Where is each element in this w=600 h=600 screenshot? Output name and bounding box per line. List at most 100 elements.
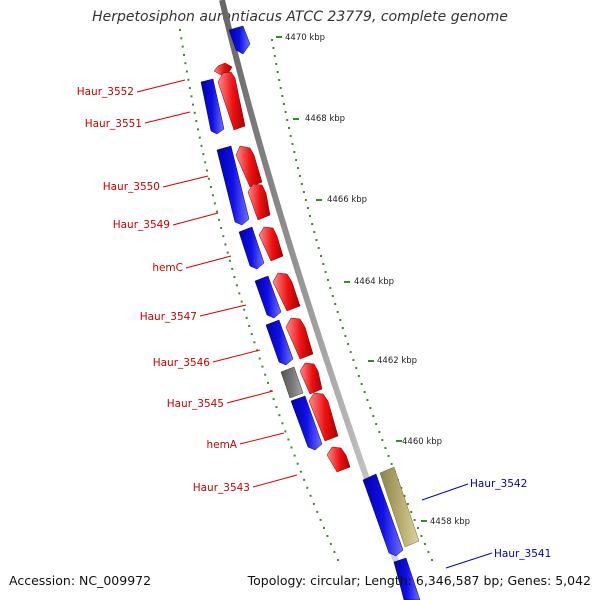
ruler-dot bbox=[366, 399, 369, 401]
ruler-tick-label: 4460 kbp bbox=[402, 437, 442, 447]
label-leader-lines bbox=[136, 79, 493, 569]
ruler-dot bbox=[363, 391, 366, 393]
cds-reverse[interactable] bbox=[238, 226, 265, 270]
ruler-dot bbox=[198, 136, 201, 139]
ruler-dot bbox=[188, 87, 191, 89]
ruler-tick: 4460 kbp bbox=[396, 437, 442, 447]
ruler-dot bbox=[427, 551, 430, 553]
ruler-dot bbox=[218, 218, 220, 221]
cds-reverse[interactable] bbox=[393, 557, 421, 600]
gene-label[interactable]: Haur_3546 bbox=[153, 357, 211, 369]
cds-reverse[interactable] bbox=[362, 473, 404, 557]
cds-reverse[interactable] bbox=[216, 145, 250, 226]
cds-reverse[interactable] bbox=[254, 275, 282, 319]
ruler-dot bbox=[193, 111, 196, 114]
ruler-dot bbox=[341, 327, 344, 329]
ruler-dot bbox=[273, 55, 276, 57]
cds-reverse[interactable] bbox=[200, 78, 225, 135]
ruler-dot bbox=[369, 407, 372, 409]
ruler-dot bbox=[243, 308, 246, 311]
cds-forward[interactable] bbox=[326, 446, 351, 473]
cds-reverse[interactable] bbox=[290, 395, 323, 451]
ruler-dot bbox=[352, 359, 355, 361]
ruler-dot bbox=[406, 503, 409, 505]
ruler-dot bbox=[300, 183, 303, 185]
gene-label[interactable]: Haur_3549 bbox=[113, 219, 170, 231]
cds-forward[interactable] bbox=[213, 62, 233, 76]
ruler-dot bbox=[207, 177, 210, 180]
ruler-dot bbox=[282, 103, 285, 105]
gene-label[interactable]: Haur_3541 bbox=[494, 548, 551, 560]
ruler-dot bbox=[349, 351, 352, 353]
ruler-dot bbox=[302, 191, 305, 193]
ruler-dot bbox=[269, 390, 272, 392]
ruler-dot bbox=[284, 111, 287, 113]
ruler-dot bbox=[336, 311, 339, 313]
ruler-dot bbox=[209, 186, 212, 188]
ruler-dot bbox=[417, 527, 419, 529]
ruler-dot bbox=[264, 373, 267, 376]
ruler-dot bbox=[357, 375, 360, 377]
ruler-dot bbox=[278, 414, 281, 417]
ruler-dot bbox=[293, 454, 296, 457]
cds-forward[interactable] bbox=[272, 272, 301, 312]
ruler-dot bbox=[222, 235, 225, 238]
ruler-dot bbox=[309, 494, 312, 497]
ruler-dot bbox=[233, 276, 236, 279]
ruler-dot bbox=[326, 535, 329, 537]
ruler-dots-inner bbox=[179, 29, 339, 561]
ruler-dot bbox=[261, 365, 264, 368]
cds-forward[interactable] bbox=[308, 392, 339, 442]
ruler-dot bbox=[329, 287, 332, 289]
gene-label[interactable]: Haur_3550 bbox=[103, 181, 160, 193]
ruler-dot bbox=[187, 78, 190, 81]
ruler-dot bbox=[183, 53, 185, 56]
cds-reverse[interactable] bbox=[228, 25, 251, 55]
cds-forward[interactable] bbox=[299, 362, 323, 395]
genome-summary: Topology: circular; Length: 6,346,587 bp… bbox=[247, 573, 591, 588]
ruler-tick: 4464 kbp bbox=[344, 277, 394, 287]
ruler-dot bbox=[381, 439, 384, 441]
ruler-dots-outer bbox=[271, 39, 433, 561]
ruler-dot bbox=[180, 37, 183, 40]
cds-forward[interactable] bbox=[217, 71, 246, 131]
gene-label[interactable]: hemC bbox=[152, 262, 183, 274]
ruler-dot bbox=[288, 127, 290, 129]
gene-label[interactable]: Haur_3551 bbox=[85, 118, 142, 130]
ruler-dot bbox=[213, 202, 216, 205]
ruler-dot bbox=[375, 423, 378, 425]
gene-label[interactable]: Haur_3545 bbox=[167, 398, 224, 410]
ruler-dot bbox=[271, 39, 273, 41]
ruler-dot bbox=[331, 295, 334, 297]
ruler-dot bbox=[185, 70, 188, 73]
gene-labels-right: Haur_3542 Haur_3541 bbox=[470, 478, 551, 560]
ruler-dot bbox=[360, 383, 363, 385]
gene-label[interactable]: Haur_3552 bbox=[77, 86, 134, 98]
ruler-tick-label: 4462 kbp bbox=[377, 356, 417, 366]
cds-forward[interactable] bbox=[285, 317, 314, 360]
ruler-dot bbox=[306, 486, 309, 489]
gene-label[interactable]: Haur_3547 bbox=[140, 311, 197, 323]
ruler-dot bbox=[281, 95, 284, 97]
ruler-dot bbox=[226, 251, 229, 254]
ruler-dot bbox=[195, 120, 198, 123]
ruler-dot bbox=[253, 341, 256, 344]
ruler-dot bbox=[200, 144, 203, 147]
ruler-dot bbox=[258, 357, 261, 360]
gene-label[interactable]: Haur_3543 bbox=[193, 482, 250, 494]
cds-forward[interactable] bbox=[235, 145, 263, 188]
ruler-tick-label: 4468 kbp bbox=[305, 114, 345, 124]
cds-forward[interactable] bbox=[258, 226, 284, 262]
ruler-dot bbox=[290, 446, 293, 449]
ruler-tick: 4468 kbp bbox=[293, 114, 345, 124]
highlighted-feature[interactable] bbox=[379, 466, 420, 548]
misc-feature[interactable] bbox=[280, 366, 304, 399]
gene-label[interactable]: Haur_3542 bbox=[470, 478, 527, 490]
gene-label[interactable]: hemA bbox=[206, 439, 237, 451]
ruler-dot bbox=[275, 63, 278, 65]
cds-reverse[interactable] bbox=[265, 319, 294, 366]
ruler-dot bbox=[323, 527, 325, 529]
cds-forward[interactable] bbox=[247, 183, 271, 221]
ruler-dot bbox=[231, 267, 234, 270]
